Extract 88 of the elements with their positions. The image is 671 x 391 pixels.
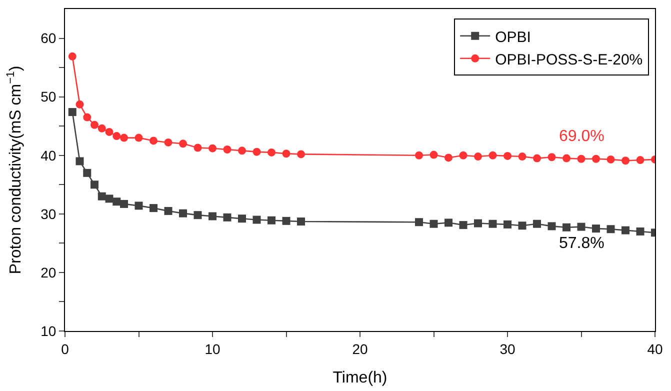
point — [164, 138, 172, 146]
point — [98, 124, 106, 132]
y-tick-label: 50 — [40, 88, 56, 105]
point — [636, 227, 644, 236]
point — [252, 148, 261, 156]
point — [208, 144, 216, 152]
point — [297, 150, 305, 158]
y-tick-label: 20 — [40, 264, 56, 280]
point — [606, 155, 615, 164]
point — [164, 206, 172, 215]
point — [223, 146, 232, 154]
annotation: 69.0% — [559, 128, 604, 145]
point — [112, 198, 121, 206]
x-axis-title: Time(h) — [332, 370, 388, 386]
point — [444, 154, 452, 162]
legend-label: OPBI-POSS-S-E-20% — [495, 51, 643, 68]
point — [504, 220, 512, 228]
point — [548, 222, 556, 230]
point — [592, 224, 600, 233]
point — [150, 136, 158, 145]
point — [120, 134, 128, 142]
y-tick-label: 10 — [40, 322, 56, 339]
y-tick-label: 40 — [40, 147, 56, 164]
point — [90, 180, 98, 189]
point — [282, 216, 290, 225]
legend-label: OPBI — [495, 28, 531, 46]
x-tick-label: 20 — [352, 340, 368, 357]
point — [282, 150, 290, 158]
point — [415, 151, 423, 160]
point — [134, 134, 143, 142]
point — [444, 218, 452, 227]
point — [194, 144, 202, 152]
point — [194, 211, 202, 220]
point — [83, 113, 92, 122]
x-tick-label: 10 — [204, 340, 220, 357]
point — [134, 202, 143, 210]
point — [150, 204, 158, 212]
point — [562, 223, 570, 232]
point — [238, 214, 246, 223]
point — [636, 156, 644, 164]
point — [592, 154, 600, 163]
point — [83, 168, 92, 177]
point — [68, 108, 76, 116]
point — [518, 222, 526, 230]
point — [548, 153, 556, 162]
point — [105, 194, 114, 203]
point — [179, 140, 187, 148]
point — [606, 225, 615, 234]
point — [577, 222, 586, 231]
point — [562, 154, 570, 162]
point — [112, 132, 121, 140]
point — [90, 120, 98, 129]
point — [268, 148, 276, 156]
annotation: 57.8% — [559, 235, 604, 252]
x-tick-label: 40 — [647, 340, 663, 357]
point — [622, 156, 630, 165]
point — [474, 152, 482, 161]
point — [533, 154, 541, 162]
point — [577, 154, 586, 163]
point — [297, 218, 305, 226]
point — [518, 152, 526, 161]
point — [622, 226, 630, 234]
point — [76, 157, 84, 166]
point — [105, 128, 114, 136]
y-tick-label: 30 — [40, 206, 56, 222]
point — [238, 146, 246, 155]
point — [459, 151, 468, 160]
point — [430, 220, 438, 228]
point — [68, 52, 76, 60]
point — [98, 192, 106, 200]
point — [223, 213, 232, 222]
point — [208, 212, 216, 220]
point — [533, 220, 541, 228]
point — [504, 152, 512, 160]
point — [268, 216, 276, 224]
point — [488, 220, 497, 228]
point — [179, 209, 187, 218]
point — [459, 221, 468, 230]
x-tick-label: 0 — [61, 340, 70, 357]
x-tick-label: 30 — [500, 340, 516, 357]
y-tick-label: 60 — [40, 30, 56, 46]
point — [474, 219, 482, 228]
point — [430, 150, 438, 159]
point — [415, 218, 423, 226]
point — [252, 216, 261, 224]
point — [76, 100, 84, 108]
point — [120, 200, 128, 208]
point — [488, 151, 497, 160]
